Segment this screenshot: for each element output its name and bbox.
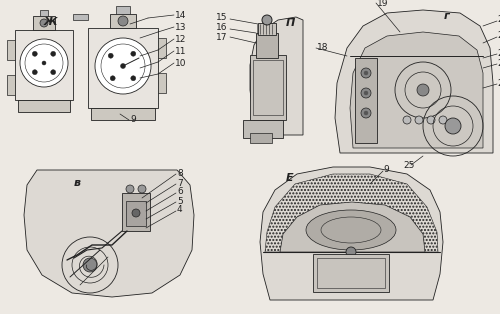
Text: 21: 21 — [497, 31, 500, 41]
Polygon shape — [158, 38, 166, 58]
Circle shape — [126, 185, 134, 193]
Bar — [256, 33, 278, 58]
Circle shape — [50, 51, 56, 56]
Polygon shape — [7, 75, 15, 95]
Circle shape — [361, 88, 371, 98]
Bar — [253, 60, 283, 115]
Text: 6: 6 — [177, 187, 183, 197]
Circle shape — [120, 63, 126, 68]
Polygon shape — [24, 170, 194, 297]
Circle shape — [95, 38, 151, 94]
Circle shape — [132, 209, 140, 217]
Circle shape — [415, 116, 423, 124]
Text: 4: 4 — [177, 205, 182, 214]
Circle shape — [40, 19, 48, 27]
Text: 25: 25 — [403, 161, 414, 171]
Circle shape — [32, 51, 38, 56]
Circle shape — [131, 76, 136, 81]
Text: 9: 9 — [130, 116, 136, 124]
Bar — [18, 100, 70, 112]
Text: 12: 12 — [175, 35, 186, 44]
Polygon shape — [88, 28, 158, 108]
Polygon shape — [260, 167, 443, 300]
Circle shape — [20, 39, 68, 87]
Bar — [33, 16, 55, 30]
Text: 11: 11 — [175, 46, 186, 56]
Circle shape — [346, 247, 356, 257]
Circle shape — [32, 70, 38, 75]
Circle shape — [364, 111, 368, 115]
Text: 15: 15 — [216, 14, 228, 23]
Text: г: г — [444, 11, 450, 21]
Text: 19: 19 — [377, 0, 388, 8]
Circle shape — [361, 108, 371, 118]
Polygon shape — [350, 32, 483, 148]
Bar — [116, 6, 130, 14]
Circle shape — [364, 71, 368, 75]
Circle shape — [110, 76, 115, 81]
Text: 17: 17 — [216, 33, 228, 41]
Text: 24: 24 — [497, 78, 500, 88]
Circle shape — [445, 118, 461, 134]
Text: 16: 16 — [216, 24, 228, 33]
Polygon shape — [7, 40, 15, 60]
Text: Е: Е — [286, 173, 294, 183]
Text: 13: 13 — [175, 23, 186, 31]
Circle shape — [439, 116, 447, 124]
Circle shape — [427, 116, 435, 124]
Circle shape — [118, 16, 128, 26]
Text: 20: 20 — [497, 15, 500, 24]
Bar — [250, 55, 286, 120]
Bar — [258, 23, 276, 35]
Polygon shape — [158, 73, 166, 93]
Text: 9: 9 — [383, 165, 389, 175]
Circle shape — [50, 70, 56, 75]
Bar — [317, 258, 385, 288]
Text: Ж: Ж — [43, 17, 57, 27]
Circle shape — [108, 53, 113, 58]
Text: 14: 14 — [175, 10, 186, 19]
Bar — [122, 193, 150, 231]
Circle shape — [138, 185, 146, 193]
Text: 22: 22 — [497, 48, 500, 57]
Polygon shape — [250, 17, 303, 135]
Circle shape — [403, 116, 411, 124]
Bar — [91, 108, 155, 120]
Circle shape — [417, 84, 429, 96]
Bar — [40, 10, 48, 16]
Circle shape — [364, 91, 368, 95]
Text: 23: 23 — [497, 58, 500, 68]
Bar — [126, 201, 146, 226]
Bar — [243, 120, 283, 138]
Text: 8: 8 — [177, 169, 183, 177]
Text: П: П — [286, 18, 294, 28]
Bar — [313, 254, 389, 292]
Text: 7: 7 — [177, 178, 183, 187]
Bar — [110, 14, 136, 28]
Circle shape — [42, 61, 46, 65]
Text: в: в — [74, 178, 80, 188]
Polygon shape — [280, 202, 425, 252]
Text: 10: 10 — [175, 58, 186, 68]
Text: 5: 5 — [177, 197, 183, 205]
Circle shape — [262, 15, 272, 25]
Circle shape — [131, 51, 136, 56]
Bar — [355, 58, 377, 143]
Circle shape — [83, 258, 97, 272]
Polygon shape — [73, 14, 88, 20]
Circle shape — [361, 68, 371, 78]
Ellipse shape — [306, 210, 396, 250]
Polygon shape — [335, 10, 493, 153]
Text: 18: 18 — [317, 44, 328, 52]
Bar — [250, 133, 272, 143]
Polygon shape — [15, 30, 73, 100]
